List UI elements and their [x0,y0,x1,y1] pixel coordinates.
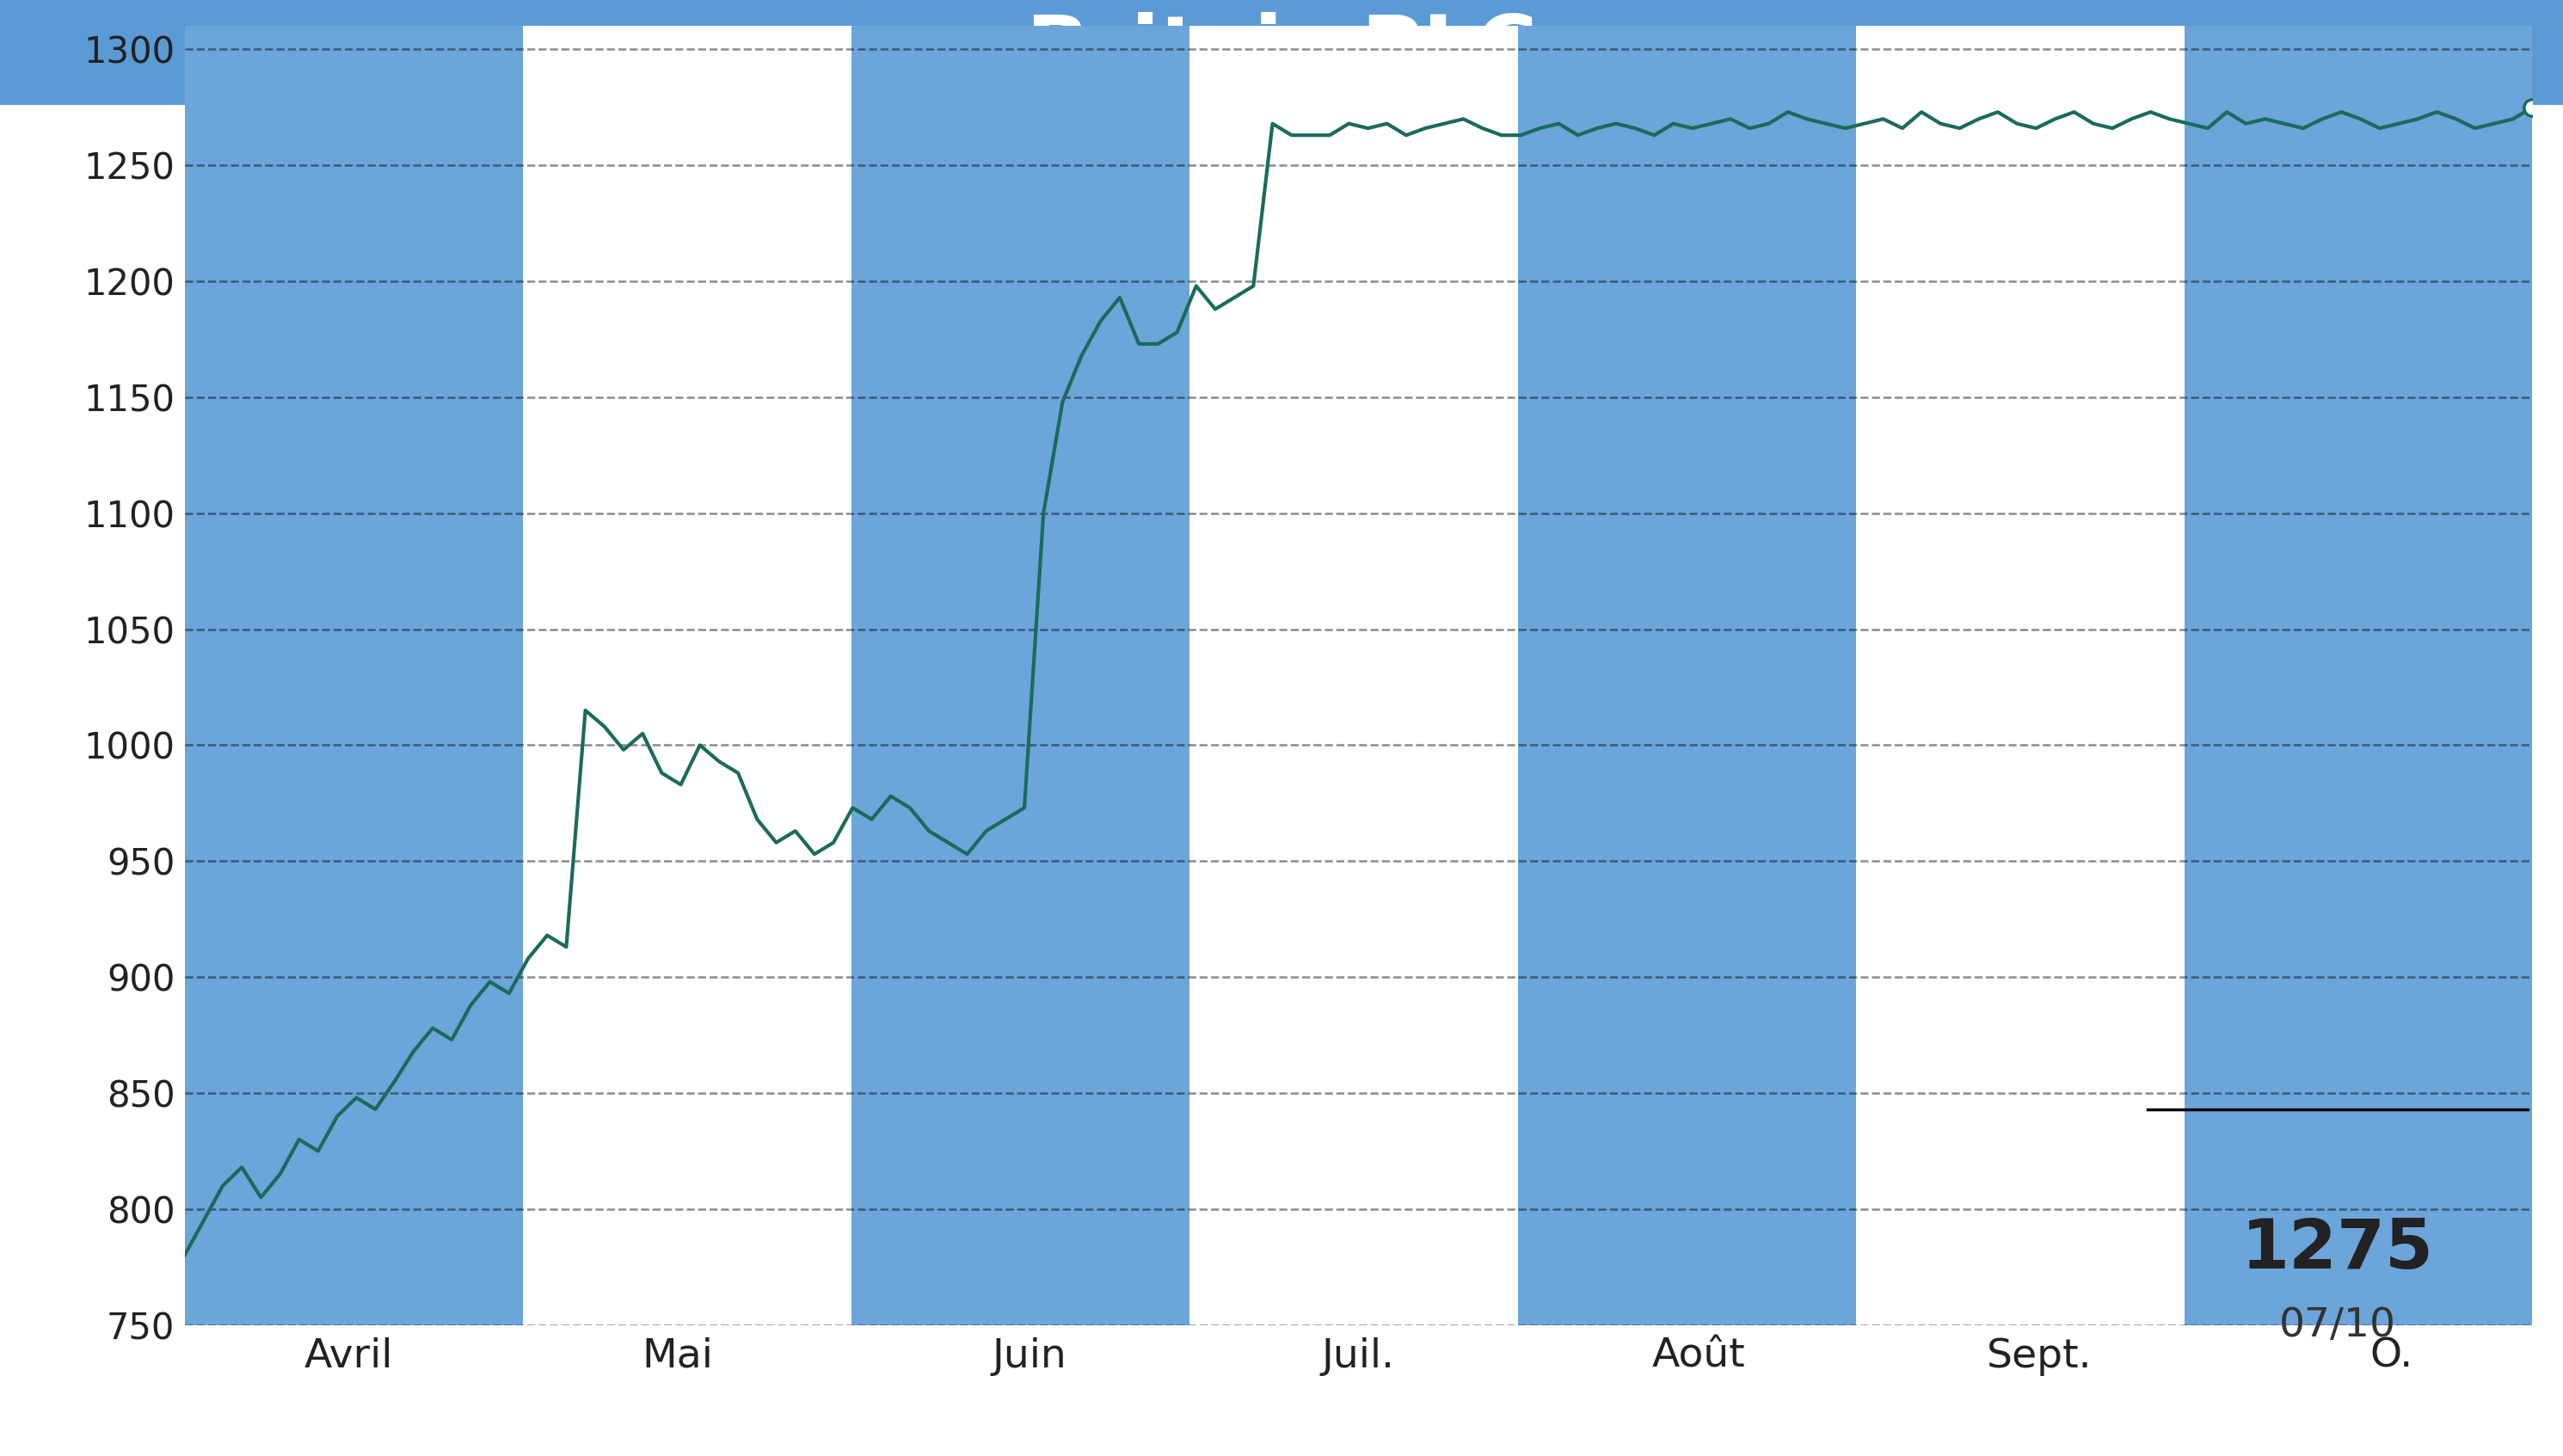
Bar [2184,26,2532,1325]
Text: 1275: 1275 [2240,1216,2435,1283]
Bar [851,26,1189,1325]
Bar [1517,26,1856,1325]
Text: Britvic PLC: Britvic PLC [1025,13,1538,92]
Text: 07/10: 07/10 [2279,1306,2396,1345]
Bar [185,26,523,1325]
